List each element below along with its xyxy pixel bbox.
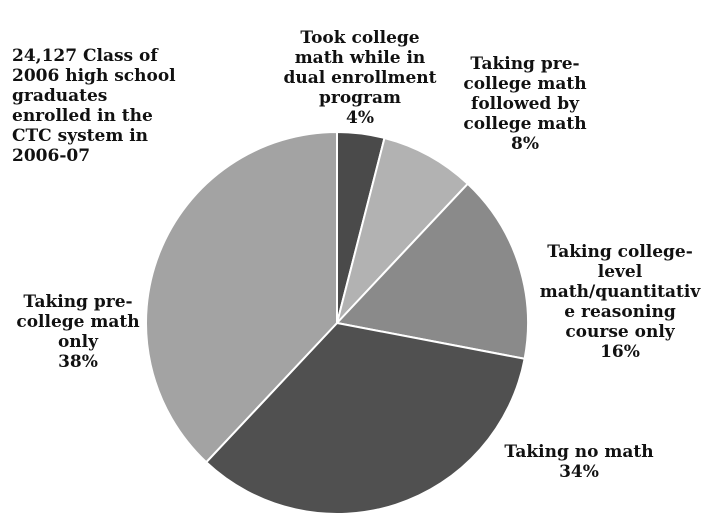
- pie-slice-no-math: [204, 321, 526, 515]
- chart-annotation: 24,127 Class of 2006 high school graduat…: [12, 46, 176, 166]
- slice-label-dual-enrollment: Took college math while in dual enrollme…: [283, 28, 437, 128]
- slice-label-precollege-then-college: Taking pre- college math followed by col…: [463, 54, 587, 154]
- slice-label-precollege-only: Taking pre- college math only 38%: [16, 292, 140, 372]
- slice-label-no-math: Taking no math 34%: [504, 442, 654, 482]
- pie-slice-precollege-then-college: [336, 136, 470, 324]
- slice-label-college-level-only: Taking college- level math/quantitativ e…: [539, 242, 701, 362]
- pie-slice-precollege-only: [145, 130, 338, 464]
- pie-slice-college-level-only: [335, 182, 529, 360]
